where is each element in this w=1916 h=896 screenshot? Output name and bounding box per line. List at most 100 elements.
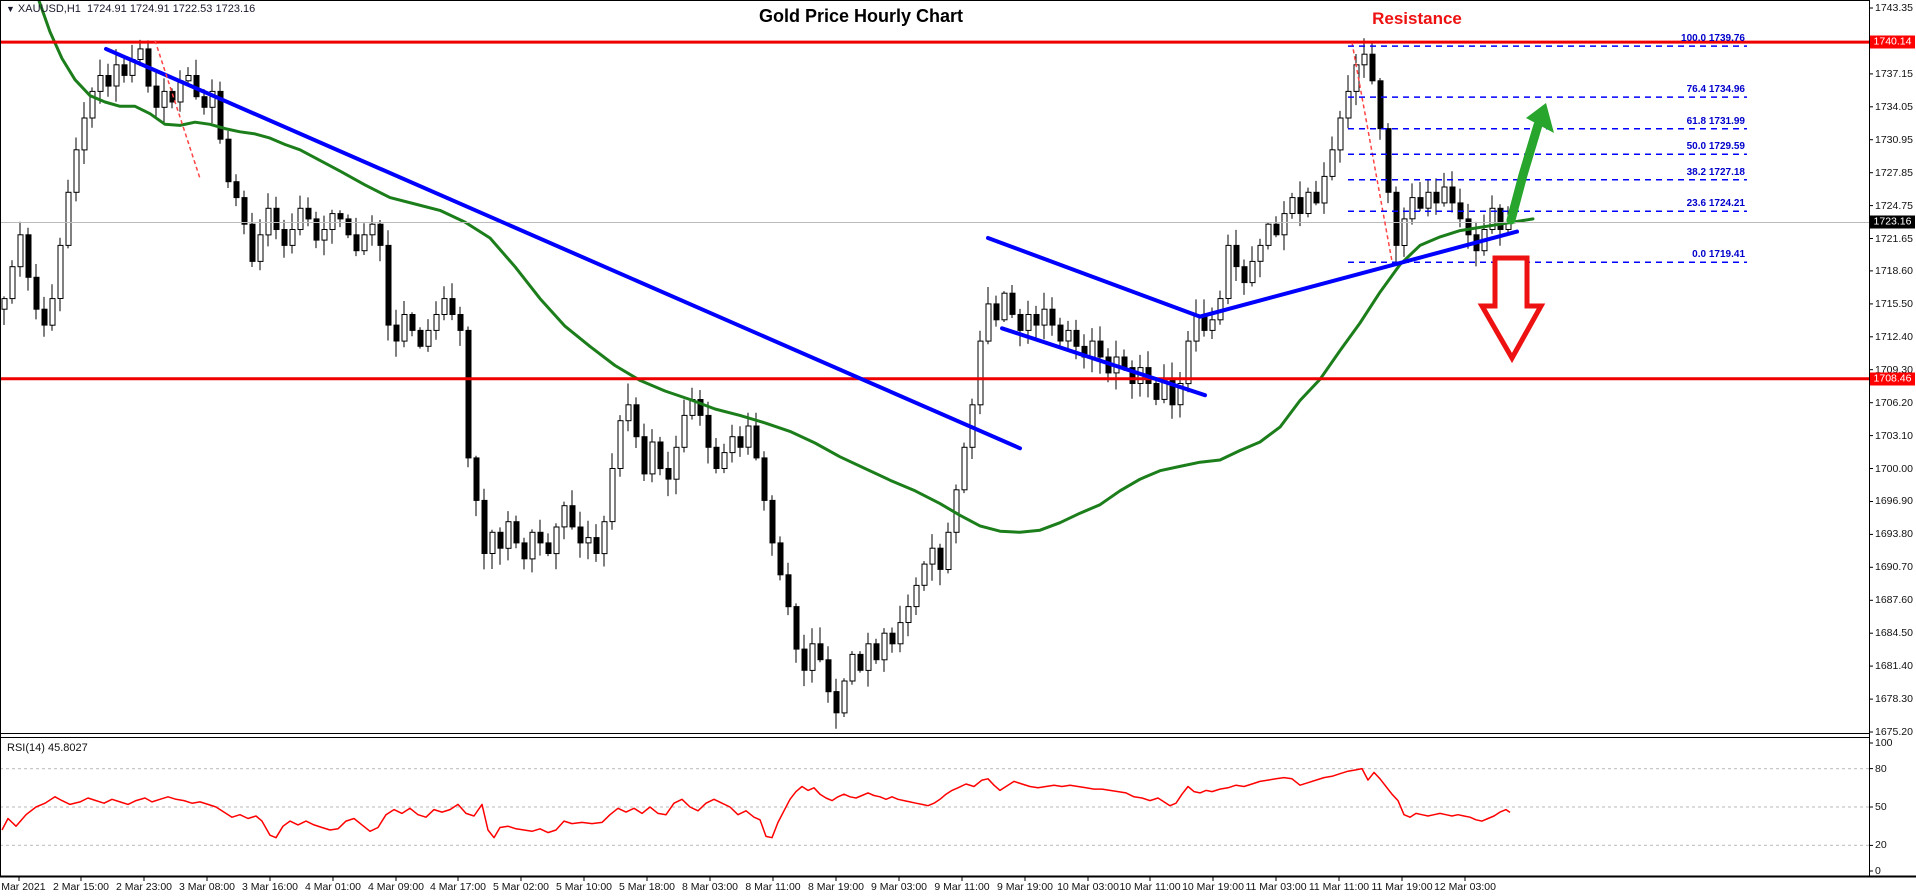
candle-body [377, 223, 384, 246]
fib-diagonal-dashed-line [1351, 42, 1393, 262]
price-axis-label: 1734.05 [1875, 100, 1913, 113]
candle-body [721, 452, 728, 470]
time-axis-label: 4 Mar 01:00 [304, 881, 362, 893]
up-arrow-shaft [1506, 120, 1543, 225]
candle-body [697, 399, 704, 416]
symbol-info-bar[interactable]: ▼ XAUUSD,H1 1724.91 1724.91 1722.53 1723.… [6, 3, 255, 15]
candle-body [457, 314, 464, 331]
fib-level-label: 38.2 1727.18 [1686, 166, 1745, 178]
price-axis-label: 1681.40 [1875, 660, 1913, 673]
left-peak-guide-dashed-line [154, 40, 201, 179]
time-axis-label: 8 Mar 11:00 [745, 881, 801, 893]
candle-body [945, 531, 952, 570]
rsi-scale-label: 50 [1875, 801, 1887, 813]
candle-body [505, 521, 512, 549]
candle-body [1241, 266, 1248, 284]
candle-body [1177, 383, 1184, 406]
candle-body [865, 643, 872, 671]
candle-body [705, 414, 712, 448]
candle-body [113, 64, 120, 87]
candle-body [1345, 90, 1352, 119]
candle-body [105, 75, 112, 87]
candle-body [1089, 340, 1096, 358]
candle-body [785, 574, 792, 608]
candle-body [737, 436, 744, 448]
candle-body [1449, 186, 1456, 204]
candle-body [49, 298, 56, 326]
chart-title: Gold Price Hourly Chart [758, 6, 964, 26]
candle-body [1289, 197, 1296, 215]
candle-body [201, 96, 208, 108]
candle-body [1249, 260, 1256, 284]
candle-body [137, 48, 144, 61]
price-badge-1740.14: 1740.14 [1870, 35, 1915, 49]
symbol-name: XAUUSD,H1 [17, 3, 81, 15]
candle-body [665, 468, 672, 480]
moving-average-line [37, 0, 1535, 534]
candle-body [1273, 223, 1280, 236]
candle-body [753, 425, 760, 459]
candle-body [1329, 149, 1336, 177]
candle-body [1425, 191, 1432, 209]
candle-body [169, 90, 176, 103]
candle-body [337, 213, 344, 220]
time-axis-label: 8 Mar 19:00 [807, 881, 865, 893]
candle-body [553, 526, 560, 555]
candle-body [841, 680, 848, 714]
time-axis-label: 5 Mar 02:00 [492, 881, 550, 893]
symbol-dropdown-icon[interactable]: ▼ [6, 4, 15, 14]
candle-body [1377, 80, 1384, 130]
candle-body [265, 207, 272, 236]
candle-body [481, 499, 488, 554]
candle-body [1409, 197, 1416, 220]
candle-body [769, 499, 776, 544]
candle-body [209, 90, 216, 108]
candle-body [809, 643, 816, 671]
candle-body [233, 181, 240, 199]
candle-body [1265, 223, 1272, 246]
candle-body [393, 324, 400, 342]
time-axis-label: 10 Mar 11:00 [1119, 881, 1181, 893]
candle-body [1025, 314, 1032, 331]
candle-body [153, 85, 160, 108]
time-axis-label: 9 Mar 11:00 [934, 881, 990, 893]
candle-body [1417, 197, 1424, 209]
time-axis-label: 12 Mar 03:00 [1434, 881, 1496, 893]
candle-body [465, 329, 472, 459]
candle-body [897, 622, 904, 645]
candle-body [1017, 314, 1024, 331]
candle-body [937, 547, 944, 570]
rsi-scale-label: 20 [1875, 839, 1887, 852]
time-axis-label: 11 Mar 11:00 [1308, 881, 1370, 893]
candle-body [833, 691, 840, 714]
candle-body [369, 223, 376, 236]
candle-body [97, 75, 104, 92]
candle-body [977, 340, 984, 406]
fib-level-label: 76.4 1734.96 [1686, 84, 1745, 96]
fib-level-label: 0.0 1719.41 [1692, 249, 1745, 261]
price-axis-label: 1718.60 [1875, 264, 1913, 277]
candle-body [913, 584, 920, 608]
price-badge-1708.46: 1708.46 [1870, 372, 1915, 386]
candle-body [313, 218, 320, 241]
candle-body [545, 542, 552, 555]
candle-body [1233, 244, 1240, 268]
candle-body [1, 298, 8, 310]
candle-body [625, 404, 632, 422]
candle-body [489, 531, 496, 554]
time-axis-label: 2 Mar 23:00 [115, 881, 173, 893]
candle-body [577, 526, 584, 544]
time-axis-label: 4 Mar 09:00 [367, 881, 425, 893]
candle-body [65, 191, 72, 246]
candle-body [1049, 308, 1056, 326]
candle-body [345, 218, 352, 236]
time-axis-label: 3 Mar 08:00 [178, 881, 236, 893]
rsi-line [1, 767, 1511, 839]
candle-body [289, 229, 296, 246]
candle-body [281, 229, 288, 246]
candle-body [641, 436, 648, 475]
candle-body [1225, 244, 1232, 299]
candle-body [817, 643, 824, 661]
candle-body [353, 234, 360, 252]
